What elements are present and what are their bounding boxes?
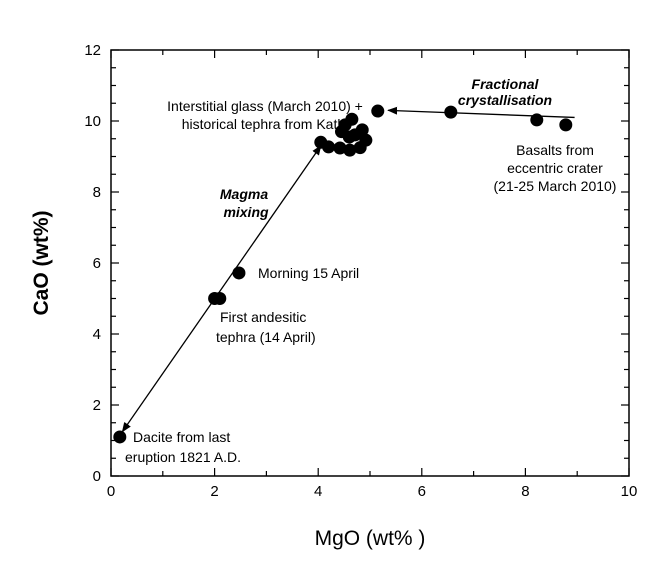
annotation-glass-1: Interstitial glass (March 2010) + bbox=[167, 98, 363, 114]
data-point bbox=[343, 143, 357, 157]
y-tick-label: 6 bbox=[93, 255, 101, 272]
data-point bbox=[333, 141, 347, 155]
data-point bbox=[359, 133, 373, 147]
y-tick-label: 4 bbox=[93, 326, 101, 343]
y-tick-label: 10 bbox=[84, 113, 101, 130]
x-tick-label: 0 bbox=[107, 483, 115, 500]
data-point bbox=[530, 113, 544, 127]
x-tick-label: 2 bbox=[210, 483, 218, 500]
x-tick-label: 10 bbox=[621, 483, 638, 500]
data-point bbox=[232, 266, 246, 280]
annotation-mix-2: mixing bbox=[223, 204, 269, 220]
data-point bbox=[371, 104, 385, 118]
y-tick-label: 0 bbox=[93, 468, 101, 485]
annotation-glass-2: historical tephra from Katla bbox=[182, 116, 349, 132]
data-point bbox=[355, 123, 369, 137]
data-point bbox=[213, 292, 227, 305]
data-point bbox=[342, 130, 356, 144]
y-tick-label: 2 bbox=[93, 397, 101, 414]
annotation-fc-1: Fractional bbox=[472, 76, 540, 92]
annotation-basalt-2: eccentric crater bbox=[507, 160, 603, 176]
y-axis-label: CaO (wt%) bbox=[30, 211, 53, 316]
y-tick-label: 8 bbox=[93, 184, 101, 201]
annotation-andesite-1: First andesitic bbox=[220, 309, 306, 325]
arrow bbox=[387, 106, 575, 119]
annotation-fc-2: crystallisation bbox=[458, 92, 552, 108]
annotation-mix-1: Magma bbox=[220, 186, 268, 202]
x-tick-label: 4 bbox=[314, 483, 322, 500]
annotation-andesite-2: tephra (14 April) bbox=[216, 329, 316, 345]
y-tick-label: 12 bbox=[84, 42, 101, 59]
data-point bbox=[444, 105, 458, 119]
annotation-morning: Morning 15 April bbox=[258, 265, 359, 281]
data-point bbox=[322, 140, 336, 154]
annotation-dacite-2: eruption 1821 A.D. bbox=[125, 449, 241, 465]
annotation-basalt-1: Basalts from bbox=[516, 142, 594, 158]
arrow bbox=[121, 145, 322, 433]
data-point bbox=[559, 118, 573, 132]
x-tick-label: 6 bbox=[418, 483, 426, 500]
x-axis-label: MgO (wt% ) bbox=[315, 527, 426, 550]
data-point bbox=[345, 112, 359, 126]
annotation-dacite-1: Dacite from last bbox=[133, 429, 230, 445]
x-tick-label: 8 bbox=[521, 483, 529, 500]
data-point bbox=[113, 430, 127, 444]
annotation-basalt-3: (21-25 March 2010) bbox=[494, 178, 617, 194]
